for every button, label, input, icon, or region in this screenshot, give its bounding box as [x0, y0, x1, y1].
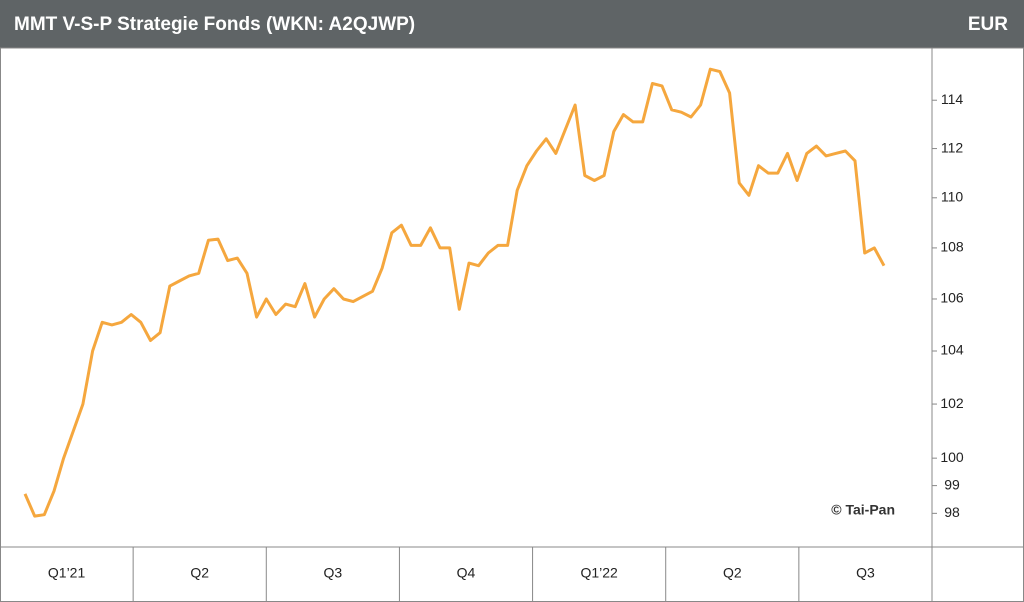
y-tick-label: 99	[944, 476, 960, 492]
x-tick-label: Q1’22	[580, 565, 618, 581]
x-tick-label: Q3	[324, 565, 343, 581]
y-tick-label: 102	[940, 395, 964, 411]
y-tick-label: 110	[941, 188, 964, 204]
y-tick-label: 104	[940, 342, 964, 358]
x-tick-label: Q3	[856, 565, 875, 581]
price-line	[23, 67, 886, 518]
y-tick-label: 100	[940, 449, 964, 465]
x-tick-label: Q4	[457, 565, 476, 581]
y-tick-label: 108	[940, 239, 964, 255]
header-bar	[0, 0, 1024, 48]
y-tick-label: 106	[940, 290, 964, 306]
y-tick-label: 98	[944, 504, 960, 520]
x-tick-label: Q1’21	[48, 565, 86, 581]
frame	[0, 47, 1024, 602]
annotation: © Tai-Pan	[831, 502, 895, 518]
x-tick-label: Q2	[190, 565, 209, 581]
y-tick-label: 114	[941, 91, 964, 107]
x-tick-label: Q2	[723, 565, 742, 581]
chart-title: MMT V-S-P Strategie Fonds (WKN: A2QJWP)	[14, 14, 415, 35]
y-tick-label: 112	[941, 139, 964, 155]
currency-label: EUR	[968, 14, 1008, 35]
